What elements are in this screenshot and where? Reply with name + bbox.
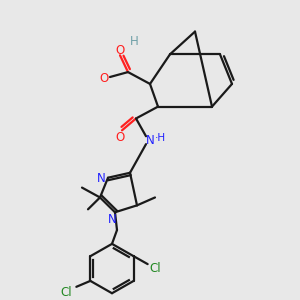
Text: N: N (97, 172, 105, 185)
Text: H: H (130, 35, 138, 48)
Text: ·H: ·H (154, 133, 166, 143)
Text: N: N (146, 134, 154, 147)
Text: Cl: Cl (150, 262, 161, 275)
Text: O: O (116, 44, 124, 57)
Text: O: O (116, 131, 124, 144)
Text: O: O (99, 73, 109, 85)
Text: N: N (108, 213, 116, 226)
Text: Cl: Cl (61, 286, 72, 299)
